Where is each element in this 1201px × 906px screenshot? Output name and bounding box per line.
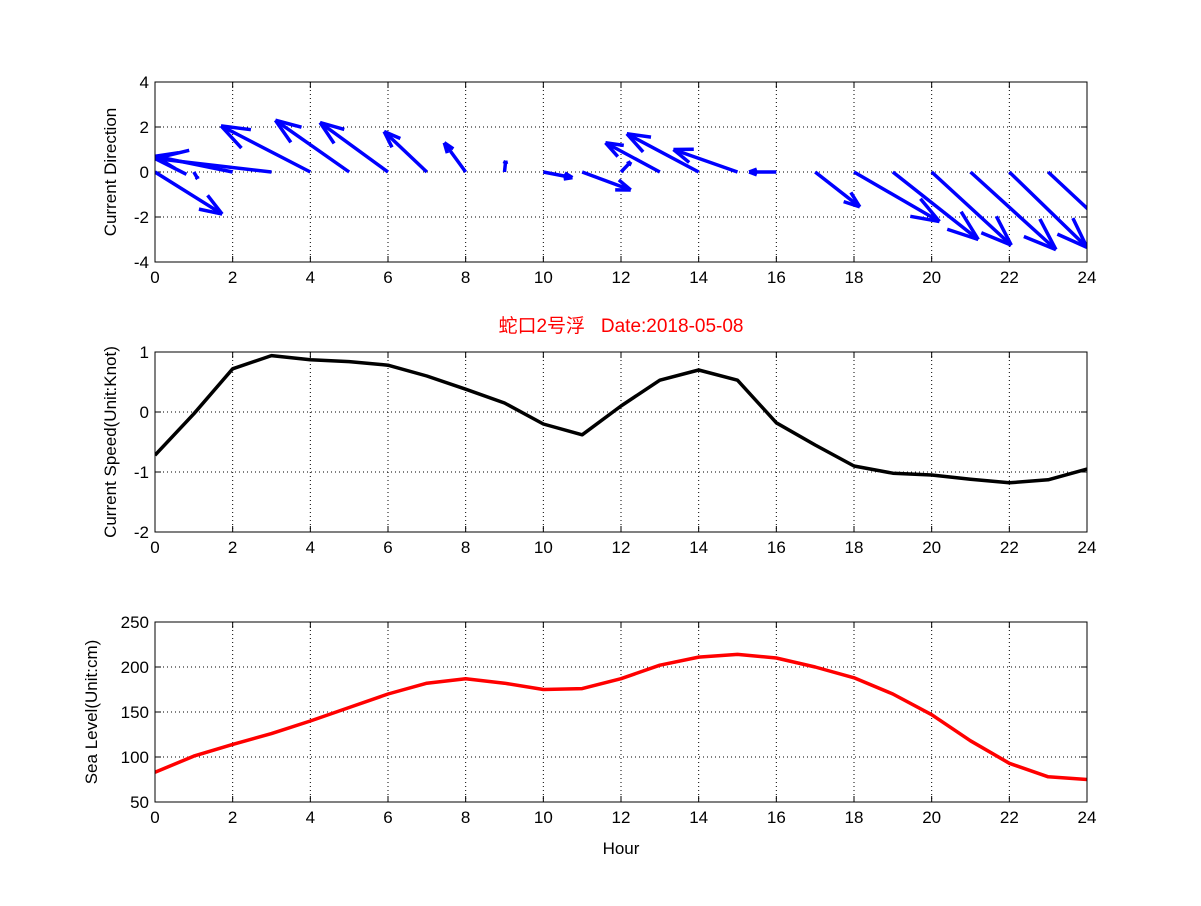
x-tick-label: 8 [461, 268, 470, 287]
x-tick-label: 10 [534, 268, 553, 287]
y-tick-label: -1 [134, 463, 149, 482]
chart-title: 蛇口2号浮 Date:2018-05-08 [498, 315, 743, 337]
arrow-head [196, 177, 198, 179]
y-tick-label: 50 [130, 793, 149, 812]
x-tick-label: 16 [767, 538, 786, 557]
x-tick-label: 22 [1000, 268, 1019, 287]
x-tick-label: 24 [1078, 808, 1097, 827]
y-tick-label: 1 [140, 343, 149, 362]
x-tick-label: 0 [150, 268, 159, 287]
x-tick-label: 0 [150, 808, 159, 827]
x-tick-label: 20 [922, 538, 941, 557]
arrow-head [1105, 212, 1118, 238]
x-tick-label: 4 [306, 808, 315, 827]
x-tick-label: 22 [1000, 538, 1019, 557]
x-tick-label: 16 [767, 808, 786, 827]
x-tick-label: 14 [689, 808, 708, 827]
arrow-head [506, 161, 507, 164]
x-tick-label: 0 [150, 538, 159, 557]
x-tick-label: 2 [228, 538, 237, 557]
x-tick-label: 16 [767, 268, 786, 287]
y-tick-label: 0 [140, 163, 149, 182]
quiver-arrow [504, 161, 506, 172]
y-tick-label: -4 [134, 253, 149, 272]
x-tick-label: 12 [612, 538, 631, 557]
x-tick-label: 12 [612, 808, 631, 827]
x-tick-label: 2 [228, 808, 237, 827]
x-tick-label: 2 [228, 268, 237, 287]
x-tick-label: 10 [534, 808, 553, 827]
x-tick-label: 6 [383, 538, 392, 557]
x-tick-label: 10 [534, 538, 553, 557]
x-tick-label: 14 [689, 538, 708, 557]
x-axis-label: Hour [603, 839, 640, 858]
x-tick-label: 6 [383, 808, 392, 827]
x-tick-label: 4 [306, 268, 315, 287]
y-axis-label: Current Direction [101, 108, 120, 237]
y-tick-label: 0 [140, 403, 149, 422]
x-tick-label: 4 [306, 538, 315, 557]
arrow-head [1092, 226, 1118, 237]
x-tick-label: 18 [845, 808, 864, 827]
y-tick-label: 200 [121, 658, 149, 677]
x-tick-label: 8 [461, 538, 470, 557]
x-tick-label: 18 [845, 268, 864, 287]
arrow-head [564, 178, 573, 179]
y-axis-label: Sea Level(Unit:cm) [82, 640, 101, 785]
y-tick-label: 150 [121, 703, 149, 722]
x-tick-label: 8 [461, 808, 470, 827]
x-tick-label: 20 [922, 808, 941, 827]
x-tick-label: 6 [383, 268, 392, 287]
y-tick-label: 100 [121, 748, 149, 767]
x-tick-label: 24 [1078, 268, 1097, 287]
x-tick-label: 12 [612, 268, 631, 287]
x-tick-label: 24 [1078, 538, 1097, 557]
y-tick-label: 2 [140, 118, 149, 137]
x-tick-label: 14 [689, 268, 708, 287]
y-tick-label: -2 [134, 208, 149, 227]
y-tick-label: 4 [140, 73, 149, 92]
arrow-head [629, 162, 631, 166]
x-tick-label: 22 [1000, 808, 1019, 827]
y-axis-label: Current Speed(Unit:Knot) [101, 346, 120, 538]
y-tick-label: 250 [121, 613, 149, 632]
x-tick-label: 20 [922, 268, 941, 287]
x-tick-label: 18 [845, 538, 864, 557]
y-tick-label: -2 [134, 523, 149, 542]
